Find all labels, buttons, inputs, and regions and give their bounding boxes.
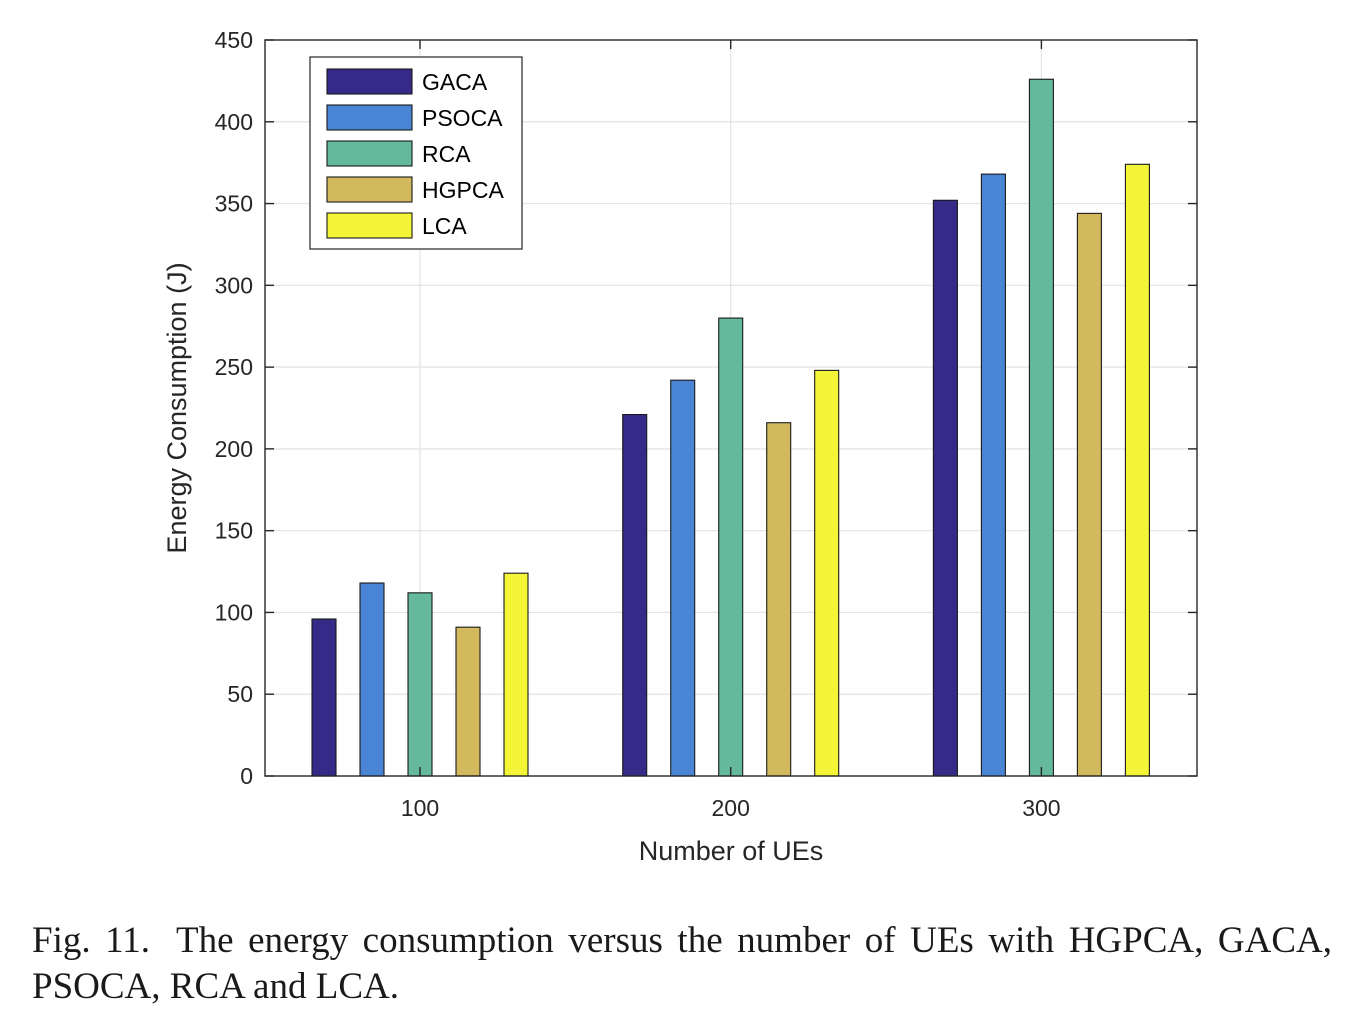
y-tick-labels: 0 50 100 150 200 250 300 350 400 450 bbox=[215, 27, 253, 789]
x-tick-label: 200 bbox=[712, 795, 750, 821]
bar-chart: 0 50 100 150 200 250 300 350 400 450 100 200 300 Nu… bbox=[162, 27, 1198, 866]
legend-swatch-lca bbox=[326, 212, 413, 239]
legend: GACA PSOCA RCA HGPCA LCA bbox=[309, 56, 523, 250]
x-axis-title: Number of UEs bbox=[639, 836, 824, 866]
bar-psoca-100 bbox=[359, 582, 385, 777]
y-tick-label: 200 bbox=[215, 436, 253, 462]
bar-psoca-300 bbox=[980, 173, 1006, 777]
y-tick-label: 450 bbox=[215, 27, 253, 53]
legend-swatch-psoca bbox=[326, 104, 413, 131]
legend-swatch-gaca bbox=[326, 68, 413, 95]
figure-label: Fig. 11. bbox=[32, 920, 151, 961]
bar-psoca-200 bbox=[670, 379, 696, 777]
y-tick-label: 250 bbox=[215, 354, 253, 380]
y-axis-title: Energy Consumption (J) bbox=[162, 262, 192, 553]
bar-rca-100 bbox=[407, 592, 433, 777]
bar-lca-200 bbox=[814, 369, 840, 777]
y-tick-label: 300 bbox=[215, 272, 253, 298]
legend-label-lca: LCA bbox=[422, 213, 467, 239]
y-tick-label: 350 bbox=[215, 191, 253, 217]
legend-label-rca: RCA bbox=[422, 141, 471, 167]
y-tick-label: 150 bbox=[215, 518, 253, 544]
bar-gaca-300 bbox=[932, 199, 958, 777]
legend-swatch-rca bbox=[326, 140, 413, 167]
bars bbox=[311, 78, 1150, 777]
bar-gaca-100 bbox=[311, 618, 337, 777]
y-tick-label: 400 bbox=[215, 109, 253, 135]
bar-hgpca-100 bbox=[455, 626, 481, 777]
bar-hgpca-200 bbox=[766, 422, 792, 777]
bar-hgpca-300 bbox=[1076, 212, 1102, 777]
x-tick-label: 300 bbox=[1022, 795, 1060, 821]
figure-caption: Fig. 11. The energy consumption versus th… bbox=[32, 918, 1332, 1010]
x-tick-label: 100 bbox=[401, 795, 439, 821]
legend-label-hgpca: HGPCA bbox=[422, 177, 504, 203]
y-tick-label: 0 bbox=[240, 763, 253, 789]
x-tick-labels: 100 200 300 bbox=[401, 795, 1061, 821]
axis-ticks bbox=[265, 39, 1197, 777]
legend-label-gaca: GACA bbox=[422, 69, 488, 95]
legend-swatch-hgpca bbox=[326, 176, 413, 203]
bar-lca-100 bbox=[503, 572, 529, 777]
bar-rca-200 bbox=[718, 317, 744, 777]
bar-gaca-200 bbox=[622, 413, 648, 777]
y-tick-label: 100 bbox=[215, 599, 253, 625]
y-tick-label: 50 bbox=[227, 681, 253, 707]
bar-lca-300 bbox=[1124, 163, 1150, 777]
bar-rca-300 bbox=[1028, 78, 1054, 777]
legend-label-psoca: PSOCA bbox=[422, 105, 503, 131]
caption-text: The energy consumption versus the number… bbox=[32, 920, 1332, 1007]
